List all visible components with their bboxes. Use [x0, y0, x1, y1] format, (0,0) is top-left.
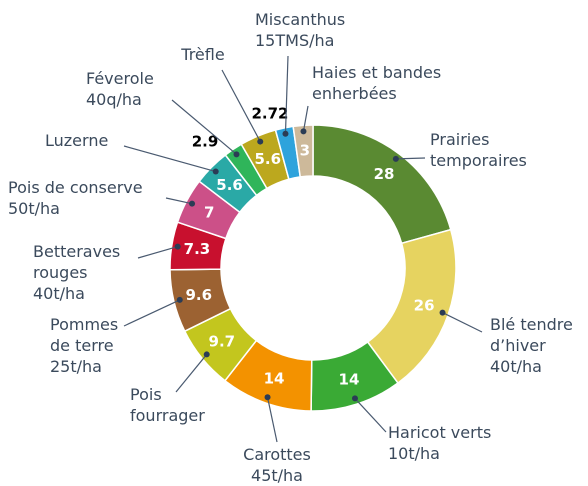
- label-line: enherbées: [312, 84, 397, 103]
- leader-line: [266, 397, 278, 443]
- label-line: Haricot verts: [388, 423, 491, 442]
- slice: [292, 124, 314, 178]
- value-label: 2.72: [251, 105, 288, 123]
- leader-dot: [212, 168, 219, 175]
- label-line: Pois de conserve: [8, 178, 143, 197]
- label-line: Pois: [130, 385, 162, 404]
- leader-line: [123, 145, 216, 173]
- leader-dot: [300, 128, 307, 135]
- category-label: Trèfle: [180, 45, 224, 64]
- label-line: Betteraves: [33, 242, 120, 261]
- leader-dot: [282, 130, 289, 137]
- value-label: 26: [414, 297, 435, 315]
- label-line: Blé tendre: [490, 315, 573, 334]
- leader-dot: [176, 296, 183, 303]
- leader-dot: [439, 309, 446, 316]
- leader-dot: [233, 151, 240, 158]
- leader-dot: [189, 200, 196, 207]
- label-line: Pommes: [50, 315, 118, 334]
- leader-dot: [351, 395, 358, 402]
- label-line: Trèfle: [180, 45, 224, 64]
- category-label: Prairies temporaires: [430, 130, 527, 170]
- label-line: 40t/ha: [490, 357, 542, 376]
- category-label: Luzerne: [45, 131, 108, 150]
- category-label: Pois fourrager: [130, 385, 205, 425]
- label-line: 40t/ha: [33, 284, 85, 303]
- label-line: Féverole: [86, 69, 154, 88]
- leader-line: [171, 99, 237, 155]
- label-line: de terre: [50, 336, 114, 355]
- label-line: 15TMS/ha: [255, 31, 334, 50]
- leader-line: [284, 55, 289, 134]
- leader-dot: [174, 243, 181, 250]
- label-line: fourrager: [130, 406, 205, 425]
- label-line: Miscanthus: [255, 10, 345, 29]
- value-label: 7.3: [184, 240, 211, 258]
- leader-line: [302, 105, 309, 132]
- leader-line: [137, 245, 178, 259]
- category-label: Betteraves rouges 40t/ha: [33, 242, 120, 303]
- category-label: Haies et bandes enherbées: [312, 63, 441, 103]
- leader-line: [175, 354, 208, 393]
- label-line: 10t/ha: [388, 444, 440, 463]
- category-label: Féverole 40q/ha: [86, 69, 154, 109]
- leader-line: [221, 69, 261, 142]
- value-label: 9.7: [209, 333, 236, 351]
- label-line: Haies et bandes: [312, 63, 441, 82]
- value-label: 2.9: [192, 133, 219, 151]
- value-label: 5.6: [216, 176, 243, 194]
- value-label: 14: [339, 370, 360, 388]
- value-label: 14: [264, 369, 285, 387]
- category-label: Miscanthus 15TMS/ha: [255, 10, 345, 50]
- label-line: 45t/ha: [251, 466, 303, 485]
- value-label: 28: [374, 165, 395, 183]
- leader-line: [354, 398, 387, 433]
- label-line: Luzerne: [45, 131, 108, 150]
- value-label: 7: [204, 203, 214, 221]
- category-label: Pommes de terre 25t/ha: [50, 315, 118, 376]
- category-label: Blé tendre d’hiver 40t/ha: [490, 315, 573, 376]
- leader-dot: [203, 351, 210, 358]
- label-line: rouges: [33, 263, 88, 282]
- leader-line: [442, 312, 483, 333]
- label-line: Carottes: [243, 445, 311, 464]
- value-label: 9.6: [185, 286, 212, 304]
- category-label: Pois de conserve 50t/ha: [8, 178, 143, 218]
- category-label: Haricot verts 10t/ha: [388, 423, 491, 463]
- value-label: 5.6: [254, 150, 281, 168]
- label-line: temporaires: [430, 151, 527, 170]
- leader-line: [123, 299, 181, 327]
- category-label: Carottes 45t/ha: [243, 445, 311, 485]
- value-label: 3: [300, 141, 310, 159]
- label-line: Prairies: [430, 130, 489, 149]
- leader-dot: [392, 155, 399, 162]
- label-line: d’hiver: [490, 336, 546, 355]
- leader-line: [165, 197, 193, 205]
- label-line: 40q/ha: [86, 90, 142, 109]
- leader-line: [395, 157, 426, 160]
- label-line: 50t/ha: [8, 199, 60, 218]
- label-line: 25t/ha: [50, 357, 102, 376]
- leader-dot: [257, 138, 264, 145]
- leader-dot: [264, 394, 271, 401]
